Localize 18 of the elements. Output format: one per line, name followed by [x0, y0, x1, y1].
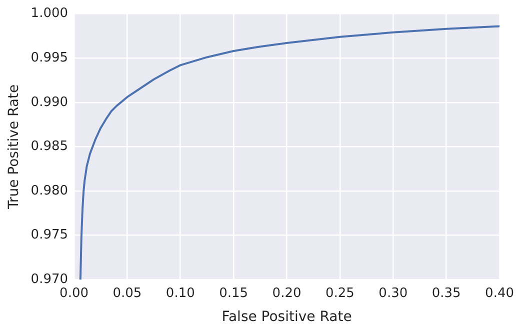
x-tick-label: 0.15 [219, 286, 248, 301]
y-tick-label: 0.995 [30, 50, 68, 66]
x-tick-label: 0.30 [378, 286, 408, 301]
x-tick-label: 0.05 [112, 286, 142, 301]
y-axis-title: True Positive Rate [6, 84, 22, 210]
x-tick-label: 0.10 [166, 286, 195, 301]
y-tick-label: 0.990 [30, 94, 68, 110]
x-tick-label: 0.20 [272, 286, 302, 301]
x-tick-label: 0.00 [60, 286, 88, 301]
y-tick-label: 1.000 [30, 6, 68, 22]
y-tick-label: 0.975 [30, 228, 68, 243]
x-tick-label: 0.35 [432, 286, 461, 301]
y-tick-label: 0.980 [30, 183, 68, 198]
x-axis-title: False Positive Rate [222, 309, 352, 326]
x-tick-label: 0.40 [485, 286, 514, 301]
y-tick-label: 0.985 [30, 139, 68, 154]
y-tick-label: 0.970 [30, 272, 68, 287]
x-tick-label: 0.25 [325, 286, 354, 301]
